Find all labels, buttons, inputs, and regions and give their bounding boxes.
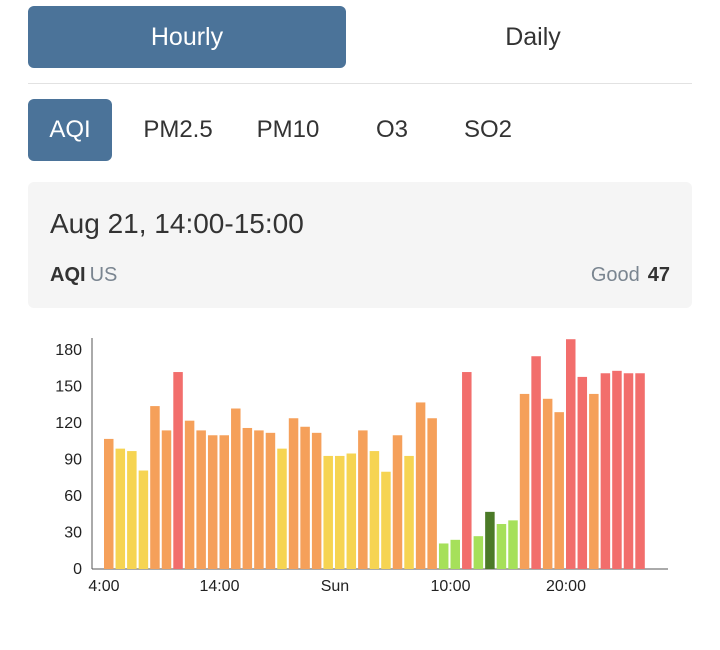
tab-daily[interactable]: Daily [505, 22, 561, 51]
aqi-bar[interactable] [600, 373, 611, 569]
level-readout: Good 47 [591, 264, 670, 287]
aqi-bar[interactable] [542, 398, 553, 569]
level-label: Good [590, 264, 640, 286]
tab-hourly[interactable]: Hourly [28, 6, 346, 68]
aqi-bar[interactable] [173, 372, 183, 569]
aqi-bar[interactable] [254, 430, 264, 569]
tab-so2[interactable]: SO2 [463, 116, 513, 143]
period-tabs: Hourly Daily [28, 6, 692, 70]
aqi-bar-chart[interactable]: 0 30 60 90 120 150 180 4:00 14:00 Sun 10:00 20:00 [0, 330, 720, 610]
tab-aqi[interactable]: AQI [28, 99, 112, 161]
tab-pm25[interactable]: PM2.5 [143, 116, 213, 143]
y-tick-label: 120 [55, 415, 82, 432]
aqi-bar[interactable] [450, 539, 461, 569]
aqi-bar[interactable] [277, 448, 287, 569]
metric-tabs: AQI PM2.5 PM10 O3 SO2 [28, 99, 692, 161]
aqi-bar[interactable] [115, 448, 126, 569]
aqi-bar[interactable] [554, 412, 564, 569]
y-tick-label: 180 [55, 342, 82, 359]
x-tick-label: 10:00 [430, 578, 470, 595]
aqi-bar[interactable] [589, 393, 599, 569]
aqi-bar[interactable] [196, 430, 206, 569]
y-tick-label: 30 [64, 525, 82, 542]
aqi-bar[interactable] [496, 524, 507, 569]
y-tick-label: 60 [64, 488, 82, 505]
x-tick-label: 4:00 [88, 578, 119, 595]
info-card: Aug 21, 14:00-15:00 AQI US Good 47 [28, 182, 692, 308]
aqi-bar[interactable] [508, 520, 518, 569]
aqi-bar[interactable] [473, 536, 484, 569]
aqi-bar[interactable] [231, 408, 241, 569]
aqi-bar[interactable] [358, 430, 368, 569]
aqi-bar[interactable] [462, 372, 472, 569]
aqi-bar[interactable] [207, 435, 218, 569]
aqi-bar[interactable] [427, 418, 437, 569]
tab-pm10[interactable]: PM10 [256, 116, 320, 143]
aqi-bar[interactable] [369, 451, 380, 569]
metric-label: AQI US [50, 264, 117, 287]
aqi-bar[interactable] [392, 435, 403, 569]
aqi-bar[interactable] [566, 339, 576, 569]
aqi-bar[interactable] [242, 427, 253, 569]
aqi-bar[interactable] [635, 373, 645, 569]
aqi-bar[interactable] [335, 455, 345, 569]
x-tick-label: 20:00 [546, 578, 586, 595]
aqi-bar[interactable] [127, 451, 137, 569]
tab-o3[interactable]: O3 [375, 116, 408, 143]
y-tick-label: 0 [73, 561, 82, 578]
aqi-bar[interactable] [104, 438, 114, 569]
aqi-bar[interactable] [485, 511, 495, 569]
aqi-bar[interactable] [311, 432, 322, 569]
aqi-bar[interactable] [519, 393, 530, 569]
aqi-bar[interactable] [265, 432, 276, 569]
aqi-bar[interactable] [323, 455, 333, 569]
aqi-bar[interactable] [300, 426, 310, 569]
x-tick-label: Sun [321, 578, 349, 595]
aqi-bar[interactable] [612, 370, 622, 569]
aqi-bar[interactable] [577, 376, 588, 569]
x-tick-label: 14:00 [199, 578, 239, 595]
aqi-bar[interactable] [161, 430, 172, 569]
aqi-bar[interactable] [415, 402, 426, 569]
aqi-bar[interactable] [138, 470, 149, 569]
divider [28, 83, 692, 84]
aqi-bar[interactable] [381, 471, 391, 569]
aqi-bar[interactable] [531, 356, 541, 569]
date-range: Aug 21, 14:00-15:00 [50, 208, 304, 239]
aqi-bar[interactable] [404, 455, 414, 569]
aqi-bar[interactable] [438, 543, 449, 569]
aqi-bar[interactable] [219, 435, 230, 569]
metric-name: AQI [50, 264, 86, 286]
y-tick-label: 150 [55, 379, 82, 396]
aqi-bar[interactable] [623, 373, 634, 569]
y-tick-label: 90 [64, 452, 82, 469]
aqi-bar[interactable] [150, 406, 160, 569]
aqi-bar[interactable] [346, 453, 357, 570]
metric-unit: US [89, 264, 118, 286]
aqi-value: 47 [647, 264, 670, 286]
aqi-bar[interactable] [288, 418, 299, 569]
aqi-bar[interactable] [184, 420, 195, 569]
